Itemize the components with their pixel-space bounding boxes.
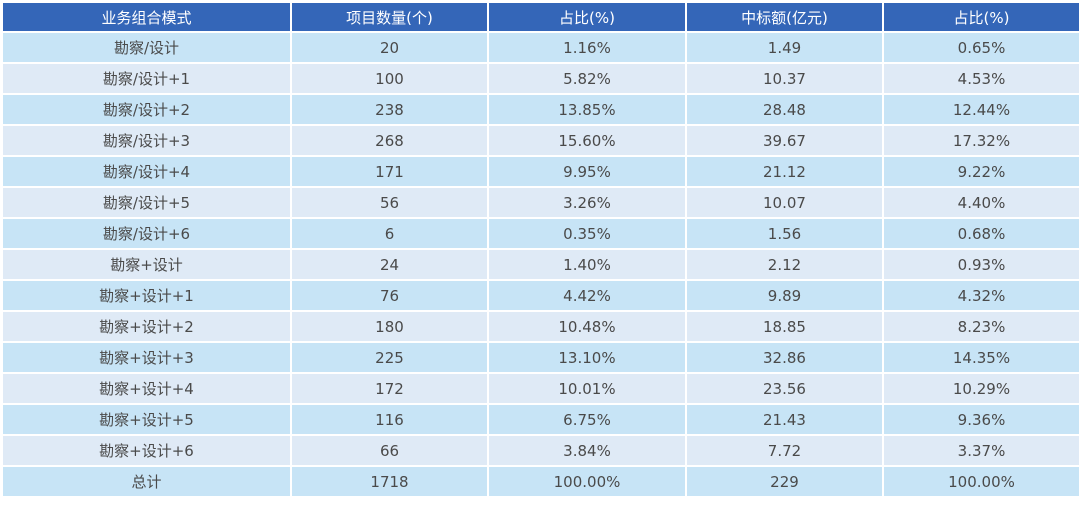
data-table-container: 业务组合模式 项目数量(个) 占比(%) 中标额(亿元) 占比(%) 勘察/设计…: [1, 1, 1080, 498]
total-row: 总计 1718 100.00% 229 100.00%: [3, 467, 1079, 496]
cell-count-share: 13.85%: [489, 95, 685, 124]
cell-count: 56: [292, 188, 487, 217]
table-row: 勘察/设计 20 1.16% 1.49 0.65%: [3, 33, 1079, 62]
cell-count: 100: [292, 64, 487, 93]
cell-amount-share: 9.36%: [884, 405, 1079, 434]
cell-count: 171: [292, 157, 487, 186]
table-row: 勘察/设计+1 100 5.82% 10.37 4.53%: [3, 64, 1079, 93]
cell-count-share: 1.40%: [489, 250, 685, 279]
cell-count: 268: [292, 126, 487, 155]
cell-count: 24: [292, 250, 487, 279]
header-business-mode: 业务组合模式: [3, 3, 290, 31]
cell-mode: 勘察/设计: [3, 33, 290, 62]
cell-mode: 勘察/设计+1: [3, 64, 290, 93]
cell-amount: 21.43: [687, 405, 882, 434]
table-row: 勘察/设计+4 171 9.95% 21.12 9.22%: [3, 157, 1079, 186]
cell-amount: 1.49: [687, 33, 882, 62]
cell-mode: 勘察+设计: [3, 250, 290, 279]
header-row: 业务组合模式 项目数量(个) 占比(%) 中标额(亿元) 占比(%): [3, 3, 1079, 31]
table-row: 勘察+设计+6 66 3.84% 7.72 3.37%: [3, 436, 1079, 465]
cell-count: 66: [292, 436, 487, 465]
header-count-share: 占比(%): [489, 3, 685, 31]
cell-amount-share: 0.93%: [884, 250, 1079, 279]
cell-amount: 39.67: [687, 126, 882, 155]
cell-count-share: 100.00%: [489, 467, 685, 496]
cell-mode: 勘察+设计+2: [3, 312, 290, 341]
header-project-count: 项目数量(个): [292, 3, 487, 31]
cell-amount: 10.07: [687, 188, 882, 217]
cell-amount: 1.56: [687, 219, 882, 248]
cell-count-share: 6.75%: [489, 405, 685, 434]
table-row: 勘察+设计+2 180 10.48% 18.85 8.23%: [3, 312, 1079, 341]
table-row: 勘察/设计+3 268 15.60% 39.67 17.32%: [3, 126, 1079, 155]
cell-count: 180: [292, 312, 487, 341]
table-row: 勘察+设计 24 1.40% 2.12 0.93%: [3, 250, 1079, 279]
cell-mode: 总计: [3, 467, 290, 496]
cell-count-share: 3.84%: [489, 436, 685, 465]
cell-mode: 勘察/设计+2: [3, 95, 290, 124]
cell-amount-share: 4.53%: [884, 64, 1079, 93]
cell-mode: 勘察/设计+5: [3, 188, 290, 217]
cell-count: 6: [292, 219, 487, 248]
cell-count-share: 9.95%: [489, 157, 685, 186]
cell-mode: 勘察+设计+5: [3, 405, 290, 434]
cell-mode: 勘察+设计+3: [3, 343, 290, 372]
cell-count: 20: [292, 33, 487, 62]
cell-amount: 9.89: [687, 281, 882, 310]
cell-count-share: 3.26%: [489, 188, 685, 217]
cell-amount-share: 17.32%: [884, 126, 1079, 155]
business-combination-table: 业务组合模式 项目数量(个) 占比(%) 中标额(亿元) 占比(%) 勘察/设计…: [1, 1, 1080, 498]
cell-count: 238: [292, 95, 487, 124]
cell-mode: 勘察+设计+4: [3, 374, 290, 403]
cell-amount-share: 14.35%: [884, 343, 1079, 372]
cell-amount: 2.12: [687, 250, 882, 279]
cell-amount: 21.12: [687, 157, 882, 186]
cell-amount: 229: [687, 467, 882, 496]
cell-count-share: 15.60%: [489, 126, 685, 155]
cell-mode: 勘察/设计+4: [3, 157, 290, 186]
cell-mode: 勘察+设计+1: [3, 281, 290, 310]
cell-amount-share: 8.23%: [884, 312, 1079, 341]
cell-amount-share: 10.29%: [884, 374, 1079, 403]
header-amount-share: 占比(%): [884, 3, 1079, 31]
cell-amount-share: 4.40%: [884, 188, 1079, 217]
cell-mode: 勘察/设计+6: [3, 219, 290, 248]
cell-mode: 勘察+设计+6: [3, 436, 290, 465]
cell-count: 76: [292, 281, 487, 310]
table-row: 勘察+设计+4 172 10.01% 23.56 10.29%: [3, 374, 1079, 403]
cell-count: 172: [292, 374, 487, 403]
cell-count: 116: [292, 405, 487, 434]
cell-count: 1718: [292, 467, 487, 496]
table-row: 勘察/设计+2 238 13.85% 28.48 12.44%: [3, 95, 1079, 124]
table-row: 勘察/设计+5 56 3.26% 10.07 4.40%: [3, 188, 1079, 217]
cell-amount: 10.37: [687, 64, 882, 93]
cell-amount: 23.56: [687, 374, 882, 403]
cell-count-share: 10.01%: [489, 374, 685, 403]
cell-count-share: 5.82%: [489, 64, 685, 93]
cell-count-share: 1.16%: [489, 33, 685, 62]
cell-amount: 32.86: [687, 343, 882, 372]
cell-amount-share: 0.68%: [884, 219, 1079, 248]
cell-amount-share: 0.65%: [884, 33, 1079, 62]
cell-amount-share: 3.37%: [884, 436, 1079, 465]
cell-amount: 18.85: [687, 312, 882, 341]
table-row: 勘察+设计+5 116 6.75% 21.43 9.36%: [3, 405, 1079, 434]
cell-amount: 28.48: [687, 95, 882, 124]
cell-amount-share: 9.22%: [884, 157, 1079, 186]
table-row: 勘察+设计+3 225 13.10% 32.86 14.35%: [3, 343, 1079, 372]
cell-mode: 勘察/设计+3: [3, 126, 290, 155]
cell-count-share: 4.42%: [489, 281, 685, 310]
cell-amount: 7.72: [687, 436, 882, 465]
cell-amount-share: 4.32%: [884, 281, 1079, 310]
cell-amount-share: 100.00%: [884, 467, 1079, 496]
table-row: 勘察+设计+1 76 4.42% 9.89 4.32%: [3, 281, 1079, 310]
cell-count-share: 0.35%: [489, 219, 685, 248]
cell-count: 225: [292, 343, 487, 372]
table-row: 勘察/设计+6 6 0.35% 1.56 0.68%: [3, 219, 1079, 248]
cell-count-share: 13.10%: [489, 343, 685, 372]
cell-amount-share: 12.44%: [884, 95, 1079, 124]
header-bid-amount: 中标额(亿元): [687, 3, 882, 31]
cell-count-share: 10.48%: [489, 312, 685, 341]
